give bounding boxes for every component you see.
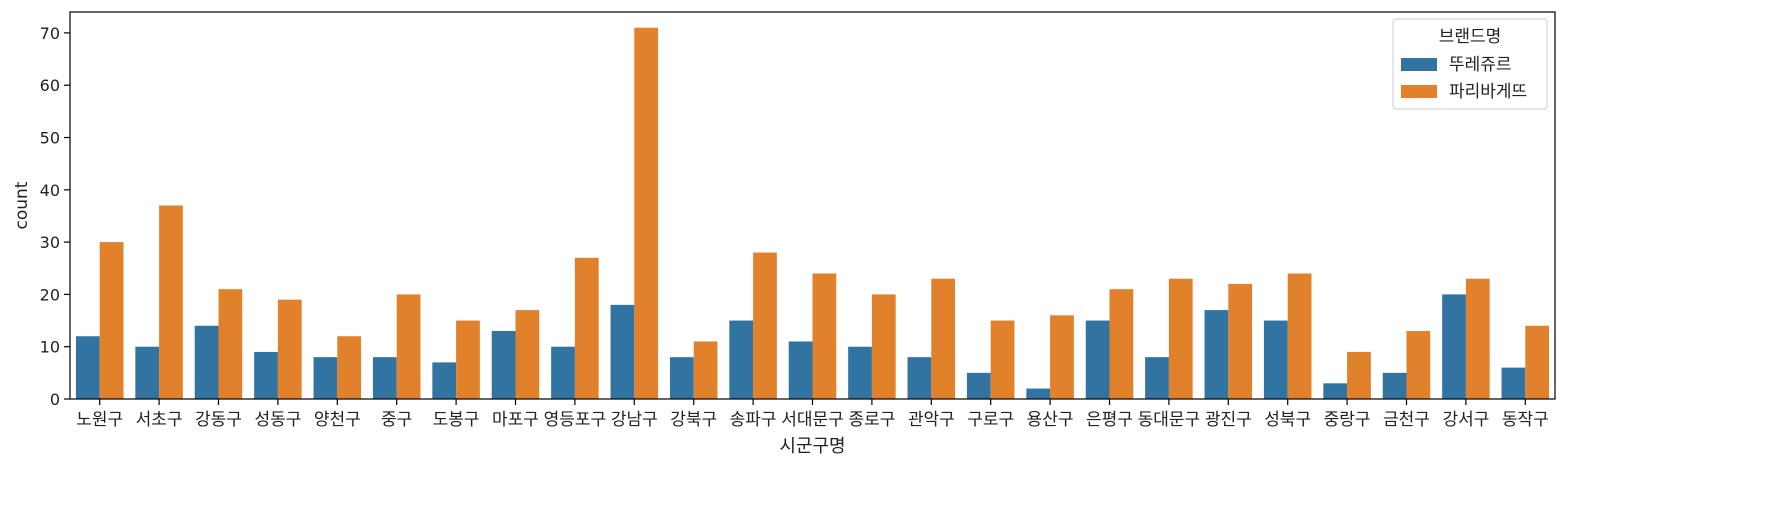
bar-금천구-뚜레쥬르: [1382, 372, 1407, 399]
x-tick-label: 광진구: [1205, 410, 1252, 430]
x-axis: 노원구 서초구 강동구 성동구 양천구 중구 도봉구 마포구 영등포구 강남구 강북구 송파구 서대문구…: [76, 399, 1549, 430]
x-tick-label: 마포구: [492, 410, 539, 430]
legend-label: 파리바게뜨: [1449, 82, 1527, 102]
y-tick-label: 60: [40, 76, 60, 95]
legend-swatch-파리바게뜨: [1401, 85, 1437, 98]
x-tick-label: 도봉구: [433, 410, 480, 430]
legend-title: 브랜드명: [1439, 27, 1502, 47]
x-tick-label: 서대문구: [781, 410, 844, 430]
x-tick-label: 중랑구: [1324, 410, 1371, 430]
x-tick-label: 용산구: [1027, 410, 1074, 430]
bar-강남구-파리바게뜨: [634, 27, 659, 400]
bar-동작구-파리바게뜨: [1525, 325, 1550, 399]
x-tick-label: 영등포구: [544, 410, 607, 430]
x-tick-label: 강북구: [670, 410, 717, 430]
bar-은평구-파리바게뜨: [1109, 289, 1134, 399]
x-tick-label: 종로구: [848, 410, 895, 430]
bar-성북구-파리바게뜨: [1287, 273, 1312, 399]
x-tick-label: 강서구: [1442, 410, 1489, 430]
bar-강서구-파리바게뜨: [1465, 278, 1490, 399]
bar-노원구-파리바게뜨: [99, 242, 124, 399]
bar-광진구-뚜레쥬르: [1204, 310, 1229, 399]
bar-양천구-파리바게뜨: [337, 336, 362, 399]
x-tick-label: 동대문구: [1138, 410, 1201, 430]
x-tick-label: 강동구: [195, 410, 242, 430]
bar-성동구-뚜레쥬르: [254, 351, 278, 399]
bar-서대문구-파리바게뜨: [812, 273, 837, 399]
x-tick-label: 금천구: [1383, 410, 1430, 430]
bar-강동구-뚜레쥬르: [194, 325, 219, 399]
legend: 브랜드명 뚜레쥬르 파리바게뜨: [1392, 18, 1548, 110]
y-axis-label: count: [12, 181, 32, 229]
y-axis: 0 10 20 30 40 50 60 70: [40, 24, 70, 409]
bar-종로구-뚜레쥬르: [848, 346, 872, 399]
x-axis-label: 시군구명: [779, 436, 845, 457]
bar-은평구-뚜레쥬르: [1085, 320, 1110, 399]
bar-중구-뚜레쥬르: [372, 357, 397, 399]
bar-송파구-파리바게뜨: [753, 252, 777, 399]
bar-성북구-뚜레쥬르: [1263, 320, 1288, 399]
bar-구로구-뚜레쥬르: [966, 372, 991, 399]
x-tick-label: 성북구: [1264, 410, 1311, 430]
bar-마포구-파리바게뜨: [515, 310, 540, 399]
bar-광진구-파리바게뜨: [1228, 283, 1253, 399]
bar-강북구-파리바게뜨: [693, 341, 718, 399]
bar-송파구-뚜레쥬르: [729, 320, 754, 399]
bar-강북구-뚜레쥬르: [669, 357, 694, 399]
y-tick-label: 50: [40, 129, 60, 148]
bar-도봉구-뚜레쥬르: [432, 362, 457, 399]
x-tick-label: 양천구: [314, 410, 361, 430]
x-tick-label: 송파구: [730, 410, 777, 430]
bar-관악구-뚜레쥬르: [907, 357, 932, 399]
bar-동작구-뚜레쥬르: [1501, 367, 1526, 399]
bar-동대문구-파리바게뜨: [1168, 278, 1193, 399]
bar-용산구-파리바게뜨: [1050, 315, 1074, 399]
bar-서초구-뚜레쥬르: [135, 346, 160, 399]
bar-강서구-뚜레쥬르: [1442, 294, 1466, 399]
legend-label: 뚜레쥬르: [1449, 55, 1512, 75]
x-tick-label: 노원구: [76, 410, 123, 430]
x-tick-label: 은평구: [1086, 410, 1133, 430]
x-tick-label: 동작구: [1502, 410, 1549, 430]
bar-금천구-파리바게뜨: [1406, 331, 1431, 399]
y-tick-label: 0: [50, 390, 60, 409]
x-tick-label: 성동구: [254, 410, 301, 430]
x-tick-label: 강남구: [611, 410, 658, 430]
x-tick-label: 관악구: [908, 410, 955, 430]
bar-영등포구-뚜레쥬르: [551, 346, 575, 399]
bar-강남구-뚜레쥬르: [610, 304, 635, 399]
bar-성동구-파리바게뜨: [277, 299, 302, 399]
bar-양천구-뚜레쥬르: [313, 357, 338, 399]
y-tick-label: 70: [40, 24, 60, 43]
bar-영등포구-파리바게뜨: [574, 257, 599, 399]
y-tick-label: 30: [40, 233, 60, 252]
bar-중랑구-뚜레쥬르: [1323, 383, 1348, 399]
y-tick-label: 40: [40, 181, 60, 200]
bar-서대문구-뚜레쥬르: [788, 341, 813, 399]
bar-구로구-파리바게뜨: [990, 320, 1015, 399]
x-tick-label: 구로구: [967, 410, 1014, 430]
legend-swatch-뚜레쥬르: [1401, 58, 1437, 71]
bar-노원구-뚜레쥬르: [75, 336, 100, 399]
x-tick-label: 중구: [381, 410, 412, 430]
bar-종로구-파리바게뜨: [871, 294, 896, 399]
bar-서초구-파리바게뜨: [159, 205, 183, 399]
bar-중구-파리바게뜨: [396, 294, 421, 399]
bar-용산구-뚜레쥬르: [1026, 388, 1051, 399]
y-tick-label: 10: [40, 338, 60, 357]
bar-마포구-뚜레쥬르: [491, 331, 516, 399]
bar-도봉구-파리바게뜨: [456, 320, 480, 399]
bar-관악구-파리바게뜨: [931, 278, 956, 399]
bar-강동구-파리바게뜨: [218, 289, 243, 399]
x-tick-label: 서초구: [136, 410, 183, 430]
bars-layer: [75, 27, 1550, 400]
y-tick-label: 20: [40, 285, 60, 304]
bar-중랑구-파리바게뜨: [1347, 351, 1371, 399]
bar-동대문구-뚜레쥬르: [1145, 357, 1169, 399]
